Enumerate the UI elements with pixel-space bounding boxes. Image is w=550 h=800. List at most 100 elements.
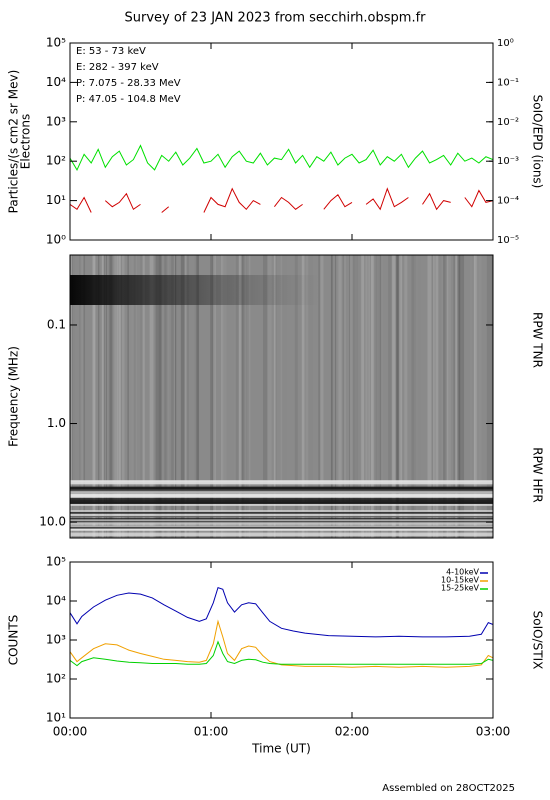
spectrogram-streak — [318, 255, 321, 538]
radio-burst — [70, 275, 320, 305]
spectrogram-streak — [335, 255, 337, 538]
spectrogram-band — [70, 501, 493, 504]
spectrogram-streak — [474, 255, 477, 538]
spectrogram-streak — [367, 255, 371, 538]
spectrogram-streak — [170, 255, 175, 538]
spectrogram-streak — [473, 255, 476, 538]
spectrogram-streak — [129, 255, 132, 538]
spectrogram-streak — [267, 255, 272, 538]
spectrogram-streak — [71, 255, 75, 538]
spectrogram-streak — [461, 255, 465, 538]
spectrogram-streak — [142, 255, 144, 538]
spectrogram-streak — [361, 255, 365, 538]
spectrogram-streak — [184, 255, 188, 538]
spectrogram-band — [70, 486, 493, 490]
spectrogram-streak — [457, 255, 461, 538]
spectrogram-band — [70, 519, 493, 522]
spectrogram-streak — [305, 255, 308, 538]
spectrogram-band — [70, 528, 493, 532]
spectrogram-streak — [210, 255, 214, 538]
spectrogram-band — [70, 534, 493, 537]
spectrogram-streak — [366, 255, 369, 538]
y-tick-label: 10⁴ — [46, 75, 66, 89]
spectrogram-streak — [301, 255, 305, 538]
spectrogram-streak — [294, 255, 298, 538]
spectrogram-streak — [165, 255, 168, 538]
y-tick-label: 10² — [46, 672, 66, 686]
spectrogram-streak — [116, 255, 121, 538]
spectrogram-streak — [112, 255, 114, 538]
spectrogram-streak — [119, 255, 121, 538]
series-line — [69, 144, 494, 171]
spectrogram-streak — [196, 255, 200, 538]
spectrogram-band — [70, 528, 493, 530]
legend-entry: E: 53 - 73 keV — [76, 46, 146, 57]
y2-tick-label: 10⁻⁴ — [497, 196, 519, 207]
y-axis-label: Particles/(s cm2 sr Mev) — [7, 70, 21, 214]
spectrogram-band — [70, 480, 493, 483]
spectrogram-streak — [280, 255, 282, 538]
spectrogram-streak — [427, 255, 432, 538]
spectrogram-streak — [105, 255, 107, 538]
spectrogram-streak — [223, 255, 227, 538]
spectrogram-streak — [380, 255, 383, 538]
spectrogram-band — [70, 522, 493, 525]
y-tick-label: 0.1 — [47, 317, 66, 331]
y2-tick-label: 10⁰ — [497, 38, 514, 49]
spectrogram-streak — [101, 255, 105, 538]
series-line — [69, 586, 494, 638]
spectrogram-streak — [433, 255, 435, 538]
spectrogram-streak — [109, 255, 113, 538]
y-tick-label: 10⁵ — [46, 555, 66, 569]
spectrogram-band — [70, 482, 493, 485]
spectrogram-streak — [180, 255, 185, 538]
spectrogram-streak — [248, 255, 251, 538]
title: Survey of 23 JAN 2023 from secchirh.obsp… — [125, 11, 427, 26]
spectrogram-streak — [121, 255, 125, 538]
spectrogram-streak — [273, 255, 276, 538]
spectrogram-streak — [349, 255, 353, 538]
spectrogram-streak — [80, 255, 84, 538]
spectrogram-streak — [221, 255, 223, 538]
legend-entry: 4-10keV — [446, 568, 479, 577]
spectrogram-streak — [140, 255, 144, 538]
y-tick-label: 10³ — [46, 114, 66, 128]
legend-entry: P: 7.075 - 28.33 MeV — [76, 78, 181, 89]
spectrogram-streak — [263, 255, 268, 538]
footer: Assembled on 28OCT2025 — [382, 783, 515, 794]
spectrogram-streak — [370, 255, 374, 538]
spectrogram-streak — [388, 255, 392, 538]
spectrogram-streak — [343, 255, 346, 538]
spectrogram-streak — [418, 255, 421, 538]
y2-tick-label: 10⁻³ — [497, 156, 519, 167]
spectrogram-streak — [237, 255, 239, 538]
spectrogram-streak — [79, 255, 83, 538]
y-axis-sublabel: Electrons — [19, 114, 33, 169]
spectrogram-band — [70, 513, 493, 517]
spectrogram-streak — [167, 255, 172, 538]
spectrogram-band — [70, 519, 493, 524]
y-tick-label: 10.0 — [39, 515, 66, 529]
instrument-label: RPW TNR — [531, 312, 545, 368]
y2-axis-label: SoIO/STIX — [531, 611, 545, 670]
spectrogram-streak — [143, 255, 145, 538]
spectrogram-streak — [233, 255, 237, 538]
y2-axis-label: SoIO/EPD (ions) — [531, 95, 545, 189]
spectrogram-streak — [276, 255, 280, 538]
spectrogram-band — [70, 515, 493, 518]
spectrogram-streak — [283, 255, 287, 538]
spectrogram-band — [70, 510, 493, 513]
spectrogram-streak — [149, 255, 154, 538]
instrument-label: RPW HFR — [531, 447, 545, 503]
y-tick-label: 1.0 — [47, 416, 66, 430]
spectrogram-streak — [448, 255, 450, 538]
spectrogram-streak — [354, 255, 359, 538]
spectrogram-band — [70, 502, 493, 506]
y-axis-label: COUNTS — [7, 615, 21, 666]
spectrogram-streak — [127, 255, 129, 538]
spectrogram-streak — [70, 255, 72, 538]
spectrogram-streak — [447, 255, 449, 538]
legend-entry: P: 47.05 - 104.8 MeV — [76, 94, 181, 105]
spectrogram-streak — [351, 255, 355, 538]
legend-entry: E: 282 - 397 keV — [76, 62, 159, 73]
